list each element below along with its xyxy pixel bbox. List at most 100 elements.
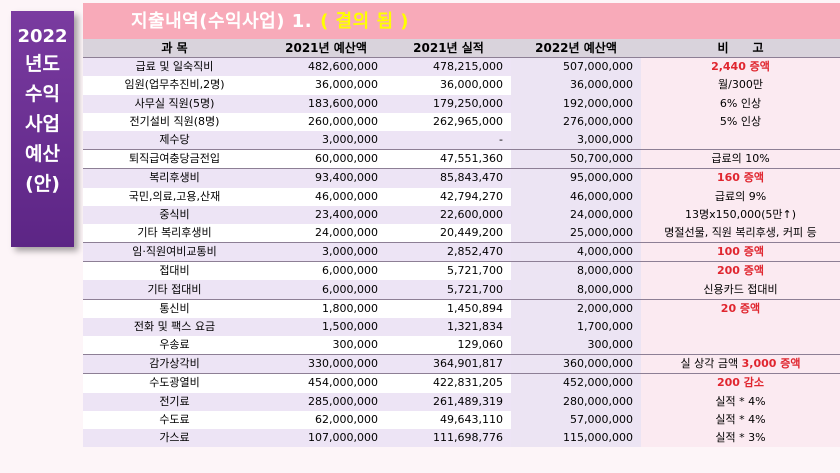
cell-note: 2,440 증액 [641, 58, 840, 77]
cell-budget-2021: 60,000,000 [266, 150, 386, 169]
table-row: 수도료62,000,00049,643,11057,000,000실적 * 4% [83, 411, 840, 429]
cell-item: 퇴직급여충당금전입 [83, 150, 266, 169]
cell-budget-2021: 330,000,000 [266, 355, 386, 374]
cell-actual-2021: 20,449,200 [386, 224, 511, 243]
cell-budget-2022: 452,000,000 [511, 374, 641, 393]
cell-actual-2021: 42,794,270 [386, 188, 511, 206]
cell-budget-2022: 2,000,000 [511, 299, 641, 318]
cell-note [641, 131, 840, 150]
cell-item: 기타 복리후생비 [83, 224, 266, 243]
cell-actual-2021: 36,000,000 [386, 76, 511, 94]
cell-note: 100 증액 [641, 243, 840, 262]
cell-item: 임·직원여비교통비 [83, 243, 266, 262]
cell-actual-2021: 261,489,319 [386, 393, 511, 411]
cell-item: 급료 및 일숙직비 [83, 58, 266, 77]
cell-actual-2021: 49,643,110 [386, 411, 511, 429]
table-row: 국민,의료,고용,산재46,000,00042,794,27046,000,00… [83, 188, 840, 206]
cell-item: 전기료 [83, 393, 266, 411]
sidebar-line: (안) [11, 169, 74, 199]
note-red-suffix: 3,000 증액 [742, 357, 801, 370]
cell-budget-2021: 62,000,000 [266, 411, 386, 429]
cell-actual-2021: 22,600,000 [386, 206, 511, 224]
cell-budget-2022: 95,000,000 [511, 169, 641, 188]
cell-budget-2022: 57,000,000 [511, 411, 641, 429]
title-bar: 지출내역(수익사업) 1.( 결의 됨 ) [83, 3, 840, 39]
cell-budget-2022: 192,000,000 [511, 95, 641, 113]
note-text: 실 상각 금액 [681, 357, 742, 370]
table-row: 전기료285,000,000261,489,319280,000,000실적 *… [83, 393, 840, 411]
cell-budget-2021: 454,000,000 [266, 374, 386, 393]
year-label-panel: 2022 년도 수익 사업 예산 (안) [11, 11, 74, 247]
cell-budget-2021: 300,000 [266, 336, 386, 355]
cell-note: 200 증액 [641, 262, 840, 281]
cell-budget-2022: 3,000,000 [511, 131, 641, 150]
table-row: 우송료300,000129,060300,000 [83, 336, 840, 355]
header-actual-2021: 2021년 실적 [386, 39, 511, 58]
table-row: 통신비1,800,0001,450,8942,000,00020 증액 [83, 299, 840, 318]
cell-budget-2022: 280,000,000 [511, 393, 641, 411]
cell-item: 기타 접대비 [83, 280, 266, 299]
cell-item: 국민,의료,고용,산재 [83, 188, 266, 206]
cell-budget-2021: 3,000,000 [266, 243, 386, 262]
page-title: 지출내역(수익사업) 1.( 결의 됨 ) [131, 7, 409, 33]
sidebar-line-year: 2022 [11, 25, 74, 49]
sidebar-line: 사업 [11, 109, 74, 139]
cell-note: 신용카드 접대비 [641, 280, 840, 299]
cell-note: 급료의 10% [641, 150, 840, 169]
cell-item: 통신비 [83, 299, 266, 318]
cell-actual-2021: 422,831,205 [386, 374, 511, 393]
cell-budget-2021: 482,600,000 [266, 58, 386, 77]
cell-budget-2021: 1,500,000 [266, 318, 386, 336]
cell-budget-2021: 6,000,000 [266, 262, 386, 281]
table-row: 임원(업무추진비,2명)36,000,00036,000,00036,000,0… [83, 76, 840, 94]
cell-actual-2021: 262,965,000 [386, 113, 511, 131]
cell-budget-2022: 360,000,000 [511, 355, 641, 374]
cell-actual-2021: 1,321,834 [386, 318, 511, 336]
cell-budget-2022: 115,000,000 [511, 429, 641, 447]
table-header-row: 과 목 2021년 예산액 2021년 실적 2022년 예산액 비 고 [83, 39, 840, 58]
cell-actual-2021: 1,450,894 [386, 299, 511, 318]
cell-item: 전기설비 직원(8명) [83, 113, 266, 131]
expense-table: 과 목 2021년 예산액 2021년 실적 2022년 예산액 비 고 급료 … [83, 39, 840, 447]
table-row: 가스료107,000,000111,698,776115,000,000실적 *… [83, 429, 840, 447]
table-row: 사무실 직원(5명)183,600,000179,250,000192,000,… [83, 95, 840, 113]
cell-actual-2021: 5,721,700 [386, 262, 511, 281]
cell-actual-2021: 478,215,000 [386, 58, 511, 77]
table-row: 기타 복리후생비24,000,00020,449,20025,000,000명절… [83, 224, 840, 243]
table-row: 급료 및 일숙직비482,600,000478,215,000507,000,0… [83, 58, 840, 77]
cell-note: 20 증액 [641, 299, 840, 318]
cell-budget-2021: 46,000,000 [266, 188, 386, 206]
cell-budget-2022: 8,000,000 [511, 262, 641, 281]
cell-note: 6% 인상 [641, 95, 840, 113]
cell-item: 접대비 [83, 262, 266, 281]
sidebar-line: 예산 [11, 139, 74, 169]
cell-budget-2021: 3,000,000 [266, 131, 386, 150]
cell-budget-2021: 23,400,000 [266, 206, 386, 224]
cell-item: 감가상각비 [83, 355, 266, 374]
cell-note [641, 318, 840, 336]
cell-note: 13명x150,000(5만↑) [641, 206, 840, 224]
cell-budget-2022: 24,000,000 [511, 206, 641, 224]
cell-note: 160 증액 [641, 169, 840, 188]
cell-actual-2021: 2,852,470 [386, 243, 511, 262]
cell-budget-2022: 46,000,000 [511, 188, 641, 206]
cell-actual-2021: 111,698,776 [386, 429, 511, 447]
cell-budget-2021: 24,000,000 [266, 224, 386, 243]
cell-actual-2021: - [386, 131, 511, 150]
cell-budget-2021: 6,000,000 [266, 280, 386, 299]
table-row: 중식비23,400,00022,600,00024,000,00013명x150… [83, 206, 840, 224]
cell-budget-2021: 93,400,000 [266, 169, 386, 188]
sidebar-line: 수익 [11, 79, 74, 109]
table-row: 감가상각비330,000,000364,901,817360,000,000실 … [83, 355, 840, 374]
cell-item: 제수당 [83, 131, 266, 150]
cell-budget-2022: 25,000,000 [511, 224, 641, 243]
cell-item: 가스료 [83, 429, 266, 447]
table-row: 전화 및 팩스 요금1,500,0001,321,8341,700,000 [83, 318, 840, 336]
cell-item: 수도광열비 [83, 374, 266, 393]
cell-actual-2021: 47,551,360 [386, 150, 511, 169]
table-row: 수도광열비454,000,000422,831,205452,000,00020… [83, 374, 840, 393]
table-row: 접대비6,000,0005,721,7008,000,000200 증액 [83, 262, 840, 281]
cell-item: 복리후생비 [83, 169, 266, 188]
cell-budget-2022: 276,000,000 [511, 113, 641, 131]
cell-budget-2021: 36,000,000 [266, 76, 386, 94]
